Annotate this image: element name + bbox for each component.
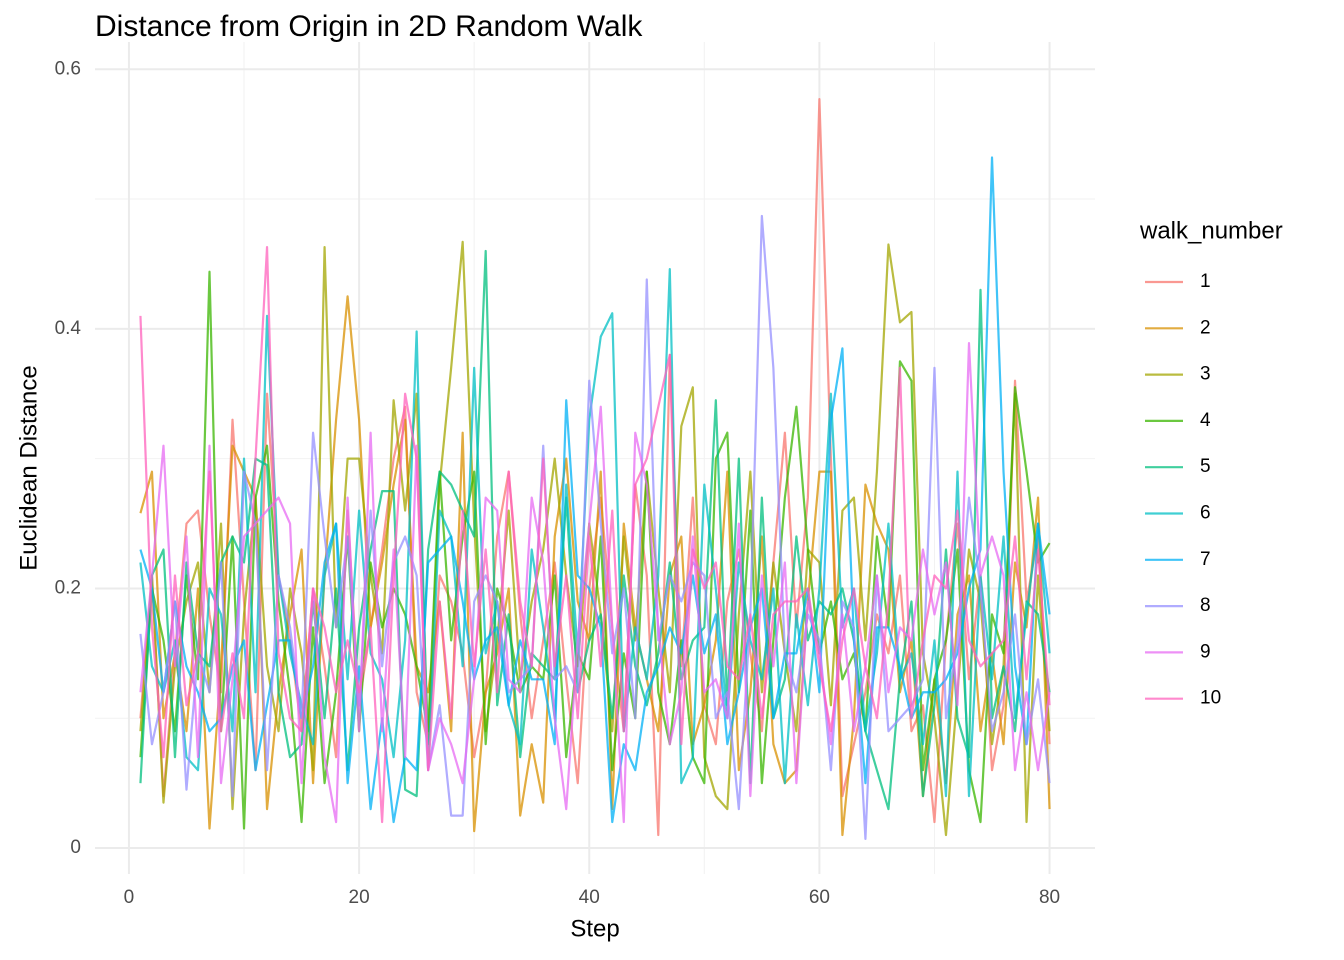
series-line [139,249,1051,811]
y-tick-label: 0 [70,837,81,858]
legend-label: 8 [1200,595,1211,616]
legend-label: 10 [1200,688,1221,709]
x-tick-label: 60 [809,887,830,908]
series-line [139,245,1051,824]
series-line [139,268,1051,798]
legend-label: 2 [1200,317,1211,338]
chart-title: Distance from Origin in 2D Random Walk [95,10,643,43]
x-tick-label: 80 [1039,887,1060,908]
legend-label: 3 [1200,364,1211,385]
x-tick-label: 40 [579,887,600,908]
legend-label: 7 [1200,549,1211,570]
x-tick-label: 0 [124,887,135,908]
y-axis-label: Euclidean Distance [15,365,42,570]
legend-title: walk_number [1139,217,1283,244]
y-tick-label: 0.4 [55,318,82,339]
x-tick-label: 20 [349,887,370,908]
legend-label: 6 [1200,503,1211,524]
series-line [139,342,1051,824]
y-tick-label: 0.2 [55,577,81,598]
legend-label: 1 [1200,271,1211,292]
legend-label: 4 [1200,410,1211,431]
series-line [139,214,1051,841]
series-line [139,240,1051,837]
y-tick-label: 0.6 [55,58,81,79]
x-axis-label: Step [570,915,619,942]
legend-label: 9 [1200,641,1211,662]
legend-label: 5 [1200,456,1211,477]
